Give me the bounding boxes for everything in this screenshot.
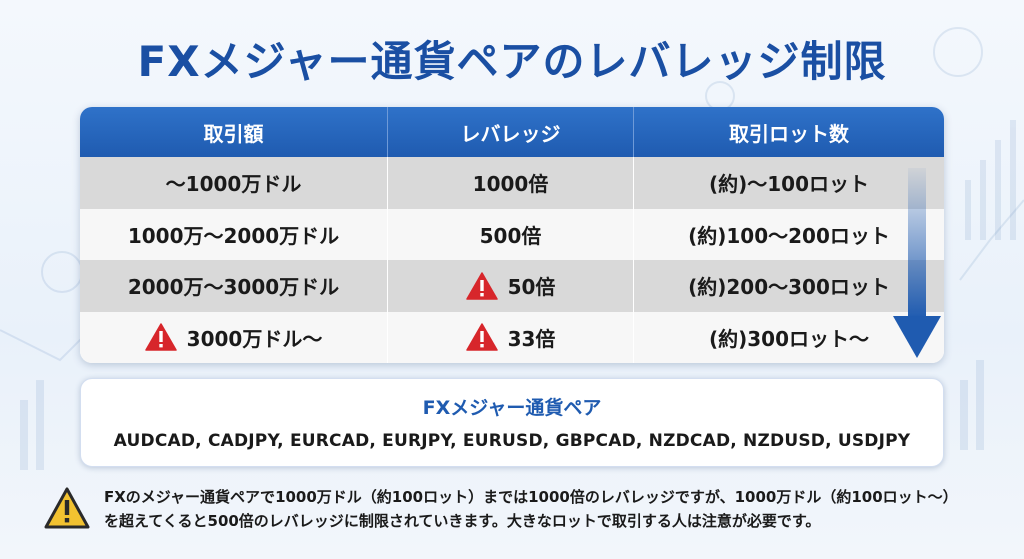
amount-text: 1000万～2000万ドル — [127, 223, 340, 248]
cell-lots: (約)～100ロット — [634, 157, 944, 209]
note-text: FXのメジャー通貨ペアで1000万ドル（約100ロット）までは1000倍のレバレ… — [104, 485, 958, 533]
lots-text: (約)200～300ロット — [688, 275, 890, 300]
cell-amount: 3000万ドル～ — [80, 311, 388, 363]
caution-note: FXのメジャー通貨ペアで1000万ドル（約100ロット）までは1000倍のレバレ… — [44, 485, 1004, 535]
warning-triangle-icon — [465, 323, 498, 351]
header-amount: 取引額 — [80, 107, 388, 157]
lots-text: (約)300ロット～ — [708, 326, 870, 351]
leverage-text: 50倍 — [507, 275, 556, 300]
lots-text: (約)100～200ロット — [688, 223, 890, 248]
header-lots: 取引ロット数 — [729, 121, 849, 146]
leverage-text: 500倍 — [479, 223, 542, 248]
table-row: ～1000万ドル 1000倍 (約)～100ロット — [80, 157, 944, 209]
cell-lots: (約)200～300ロット — [634, 260, 944, 312]
major-pairs-card: FXメジャー通貨ペア AUDCAD, CADJPY, EURCAD, EURJP… — [80, 378, 944, 467]
page-title: FXメジャー通貨ペアのレバレッジ制限 — [137, 37, 887, 86]
cell-lots: (約)300ロット～ — [634, 312, 944, 364]
cell-amount: 1000万～2000万ドル — [80, 208, 388, 260]
table-row: 2000万～3000万ドル 50倍 (約)200～300ロット — [80, 260, 944, 312]
leverage-text: 1000倍 — [472, 172, 549, 197]
leverage-text: 33倍 — [507, 326, 556, 351]
amount-text: 2000万～3000万ドル — [127, 275, 340, 300]
cell-leverage: 50倍 — [388, 260, 634, 312]
header-leverage: レバレッジ — [388, 107, 634, 157]
cell-leverage: 33倍 — [388, 311, 634, 363]
warning-triangle-icon — [465, 272, 498, 300]
table-header: 取引額 レバレッジ 取引ロット数 — [80, 107, 944, 157]
down-arrow-icon — [893, 168, 941, 358]
note-line-1: FXのメジャー通貨ペアで1000万ドル（約100ロット）までは1000倍のレバレ… — [104, 488, 958, 506]
cell-leverage: 1000倍 — [388, 157, 634, 209]
table-row: 1000万～2000万ドル 500倍 (約)100～200ロット — [80, 208, 944, 261]
note-line-2: を超えてくると500倍のレバレッジに制限されていきます。大きなロットで取引する人… — [104, 512, 821, 530]
cell-lots: (約)100～200ロット — [634, 209, 944, 261]
pairs-list: AUDCAD, CADJPY, EURCAD, EURJPY, EURUSD, … — [113, 431, 911, 451]
lots-text: (約)～100ロット — [708, 172, 870, 197]
warning-triangle-icon — [144, 323, 177, 351]
cell-leverage: 500倍 — [388, 208, 634, 260]
amount-text: ～1000万ドル — [165, 172, 302, 197]
cell-amount: 2000万～3000万ドル — [80, 260, 388, 312]
amount-text: 3000万ドル～ — [186, 326, 323, 351]
leverage-table: 取引額 レバレッジ 取引ロット数 ～1000万ドル 1000倍 (約)～100ロ… — [80, 107, 944, 363]
cell-amount: ～1000万ドル — [80, 157, 388, 209]
table-row: 3000万ドル～ 33倍 (約)300ロット～ — [80, 311, 944, 364]
caution-triangle-icon — [44, 487, 90, 529]
pairs-title: FXメジャー通貨ペア — [422, 397, 602, 419]
